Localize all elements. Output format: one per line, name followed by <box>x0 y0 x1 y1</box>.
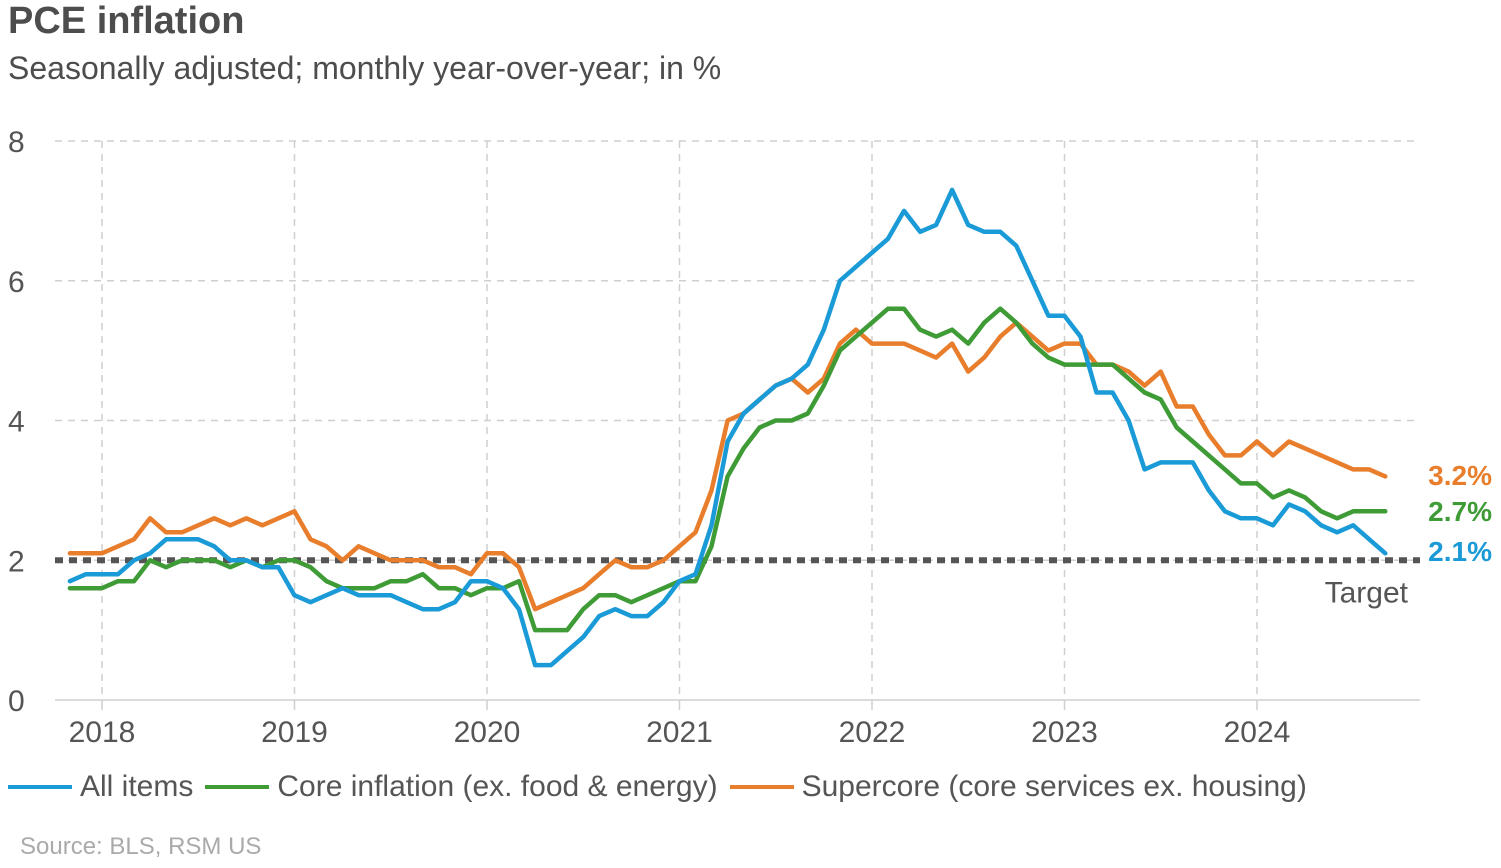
series-lines <box>67 187 1388 668</box>
x-tick-label: 2023 <box>1031 716 1098 749</box>
target-label: Target <box>1325 576 1409 609</box>
legend-label-core: Core inflation (ex. food & energy) <box>277 770 718 803</box>
legend-label-supercore: Supercore (core services ex. housing) <box>801 770 1307 803</box>
legend-item-core: Core inflation (ex. food & energy) <box>205 770 718 804</box>
chart-subtitle: Seasonally adjusted; monthly year-over-y… <box>8 50 722 86</box>
legend-item-supercore: Supercore (core services ex. housing) <box>729 770 1307 804</box>
x-tick-label: 2019 <box>261 716 328 749</box>
y-axis-ticks: 0 2 4 6 8 <box>8 126 25 718</box>
series-line-supercore <box>67 320 1388 612</box>
legend-label-all-items: All items <box>80 770 194 803</box>
end-label-supercore: 3.2% <box>1428 460 1492 491</box>
x-tick-label: 2020 <box>454 716 521 749</box>
y-tick-label: 4 <box>8 406 25 439</box>
x-tick-label: 2024 <box>1224 716 1291 749</box>
end-label-all-items: 2.1% <box>1428 536 1492 567</box>
y-tick-label: 2 <box>8 545 25 578</box>
x-axis-ticks: 2018 2019 2020 2021 2022 2023 2024 <box>69 716 1291 749</box>
y-tick-label: 6 <box>8 266 25 299</box>
end-labels: 2.1% 2.7% 3.2% <box>1428 460 1492 567</box>
legend-swatch-core <box>205 785 270 789</box>
x-tick-label: 2022 <box>839 716 906 749</box>
legend: All items Core inflation (ex. food & ene… <box>8 770 1319 804</box>
legend-swatch-supercore <box>729 785 794 789</box>
y-tick-label: 8 <box>8 126 25 159</box>
x-tick-label: 2018 <box>69 716 136 749</box>
source-note: Source: BLS, RSM US <box>20 833 262 860</box>
series-line-core <box>67 306 1388 633</box>
legend-item-all-items: All items <box>8 770 193 804</box>
chart-title: PCE inflation <box>8 0 245 42</box>
x-tick-label: 2021 <box>646 716 713 749</box>
legend-swatch-all-items <box>8 785 72 789</box>
series-line-all-items <box>67 187 1388 668</box>
y-tick-label: 0 <box>8 685 25 718</box>
end-label-core: 2.7% <box>1428 496 1492 527</box>
